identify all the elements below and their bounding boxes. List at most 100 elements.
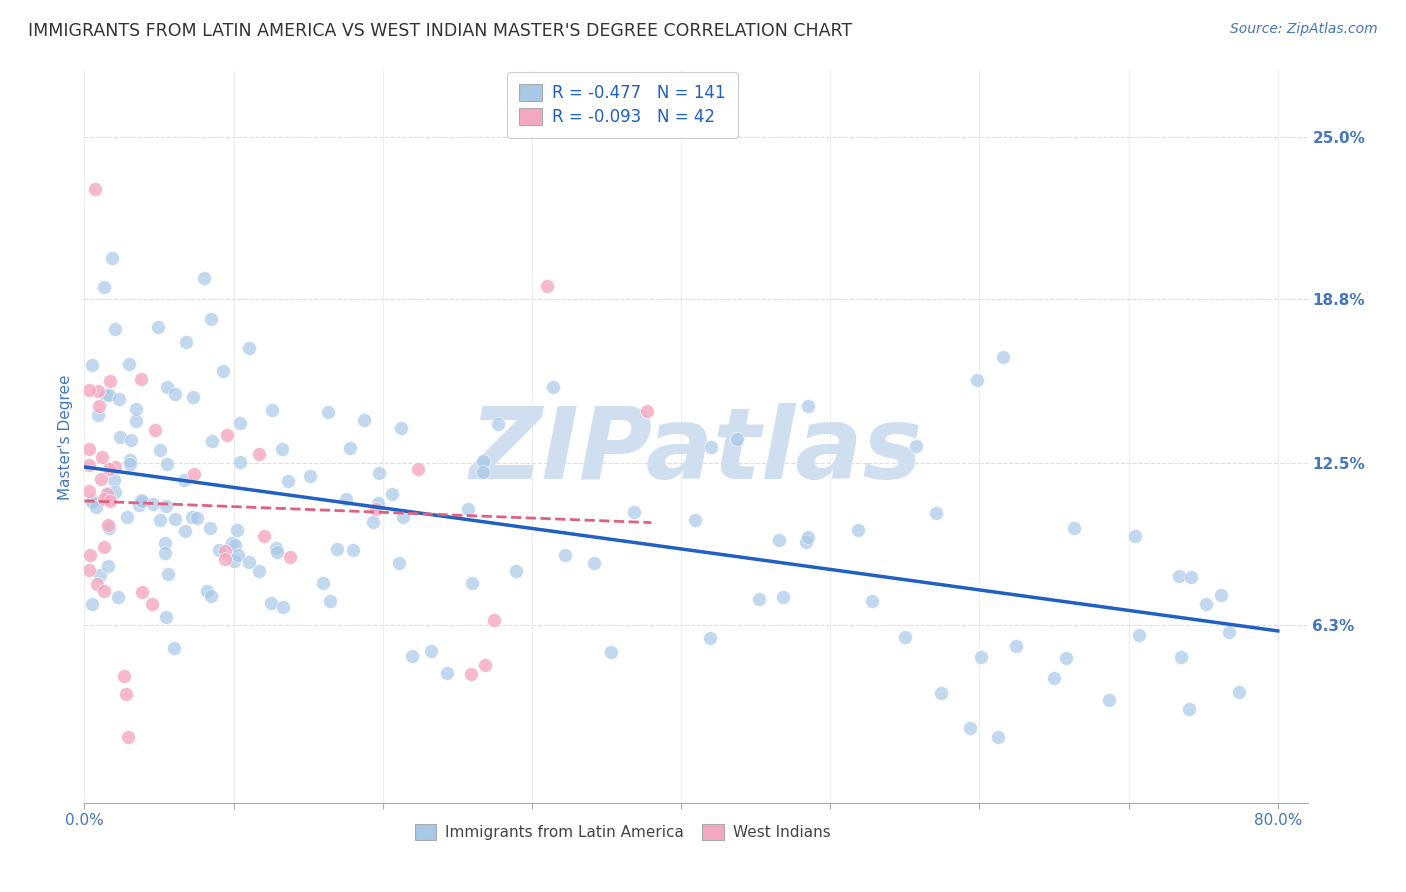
Point <box>141 598 163 612</box>
Point <box>636 404 658 418</box>
Point <box>367 467 389 481</box>
Point <box>457 502 479 516</box>
Point <box>80 358 103 372</box>
Point <box>312 576 335 591</box>
Point <box>91 450 114 464</box>
Point <box>96 487 118 501</box>
Point <box>117 731 139 745</box>
Point <box>87 384 110 398</box>
Point <box>115 510 138 524</box>
Point <box>80 492 103 507</box>
Point <box>461 575 484 590</box>
Point <box>471 453 494 467</box>
Point <box>146 320 169 334</box>
Point <box>725 432 748 446</box>
Point <box>200 311 222 326</box>
Point <box>536 279 558 293</box>
Point <box>156 457 179 471</box>
Point <box>266 545 288 559</box>
Point <box>505 564 527 578</box>
Point <box>225 523 247 537</box>
Point <box>156 380 179 394</box>
Point <box>200 589 222 603</box>
Point <box>797 530 820 544</box>
Point <box>162 640 184 655</box>
Point <box>183 467 205 481</box>
Point <box>98 494 121 508</box>
Point <box>201 434 224 449</box>
Point <box>98 521 121 535</box>
Point <box>326 542 349 557</box>
Point <box>93 584 115 599</box>
Point <box>1227 684 1250 698</box>
Point <box>860 594 883 608</box>
Point <box>118 358 141 372</box>
Point <box>131 585 153 599</box>
Point <box>77 563 100 577</box>
Point <box>388 556 411 570</box>
Point <box>165 386 187 401</box>
Point <box>214 544 236 558</box>
Point <box>335 491 357 506</box>
Point <box>271 599 294 614</box>
Point <box>104 460 127 475</box>
Point <box>848 523 870 537</box>
Point <box>93 491 115 506</box>
Point <box>129 372 152 386</box>
Point <box>221 536 243 550</box>
Text: Source: ZipAtlas.com: Source: ZipAtlas.com <box>1230 22 1378 37</box>
Point <box>700 440 723 454</box>
Point <box>271 442 294 456</box>
Point <box>970 650 993 665</box>
Point <box>181 390 204 404</box>
Point <box>98 374 121 388</box>
Point <box>748 592 770 607</box>
Point <box>353 413 375 427</box>
Point <box>280 550 302 565</box>
Point <box>118 458 141 472</box>
Point <box>155 610 177 624</box>
Point <box>87 408 110 422</box>
Point <box>1195 597 1218 611</box>
Point <box>316 405 339 419</box>
Point <box>987 731 1010 745</box>
Text: IMMIGRANTS FROM LATIN AMERICA VS WEST INDIAN MASTER'S DEGREE CORRELATION CHART: IMMIGRANTS FROM LATIN AMERICA VS WEST IN… <box>28 22 852 40</box>
Point <box>142 497 165 511</box>
Point <box>93 540 115 554</box>
Point <box>1054 650 1077 665</box>
Point <box>600 645 623 659</box>
Point <box>401 649 423 664</box>
Point <box>77 483 100 498</box>
Point <box>238 342 260 356</box>
Point <box>115 687 138 701</box>
Point <box>128 498 150 512</box>
Point <box>436 665 458 680</box>
Point <box>104 485 127 500</box>
Point <box>143 423 166 437</box>
Point <box>125 402 148 417</box>
Point <box>186 511 208 525</box>
Point <box>155 499 177 513</box>
Point <box>226 548 249 562</box>
Point <box>149 442 172 457</box>
Point <box>195 583 218 598</box>
Y-axis label: Master's Degree: Master's Degree <box>58 375 73 500</box>
Point <box>83 182 105 196</box>
Point <box>364 502 387 516</box>
Point <box>460 667 482 681</box>
Point <box>406 462 429 476</box>
Point <box>229 455 252 469</box>
Point <box>260 596 283 610</box>
Point <box>925 506 948 520</box>
Point <box>391 510 413 524</box>
Point <box>472 465 495 479</box>
Point <box>153 546 176 560</box>
Point <box>97 518 120 533</box>
Point <box>247 564 270 578</box>
Point <box>262 402 284 417</box>
Point <box>193 271 215 285</box>
Point <box>77 442 100 456</box>
Point <box>157 566 180 581</box>
Point <box>893 630 915 644</box>
Point <box>1170 650 1192 665</box>
